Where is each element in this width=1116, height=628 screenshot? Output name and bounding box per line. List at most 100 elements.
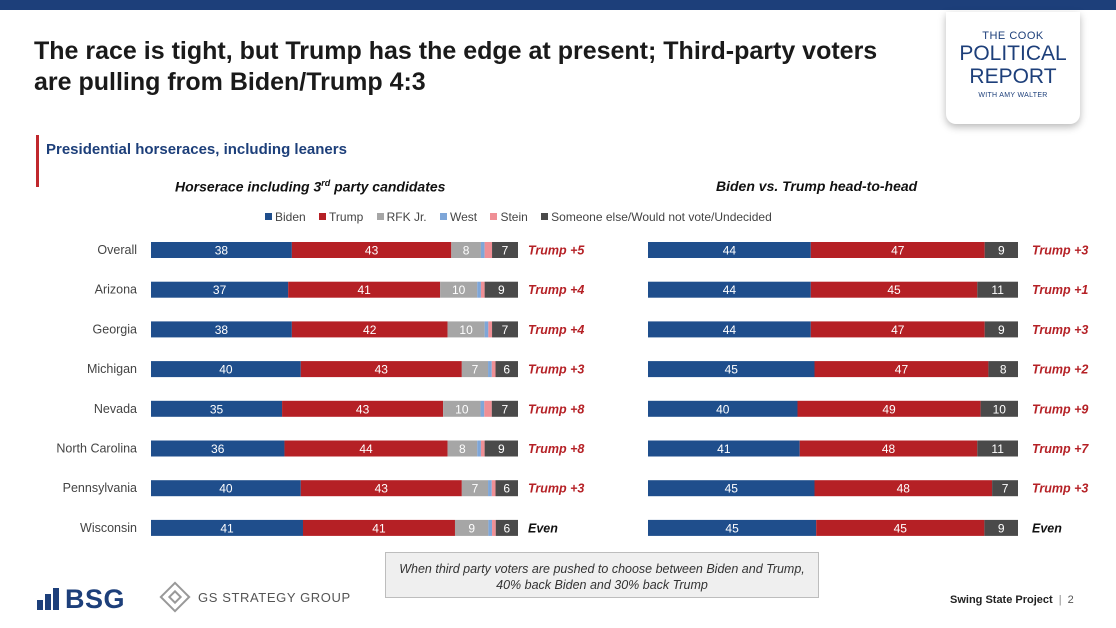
bar-segment [491, 400, 518, 417]
bar-segment [648, 281, 811, 298]
legend-swatch [319, 213, 327, 220]
bar-segment [810, 281, 978, 298]
bar-segment [151, 242, 292, 258]
section-subtitle: Presidential horseraces, including leane… [46, 141, 347, 158]
data-label: 41 [220, 521, 234, 535]
bar-segment [648, 519, 817, 536]
right-panel-title: Biden vs. Trump head-to-head [716, 178, 918, 194]
bar-segment [447, 321, 485, 338]
data-label: 10 [452, 283, 466, 297]
bar-segment [495, 519, 518, 536]
data-label: 9 [498, 442, 505, 456]
left-panel-title: Horserace including 3rd party candidates [175, 178, 445, 195]
data-label: 44 [723, 244, 737, 258]
data-label: 41 [357, 283, 371, 297]
bar-segment [488, 321, 493, 338]
data-label: 49 [882, 402, 896, 416]
bar-segment [443, 400, 481, 417]
bar-segment [816, 519, 985, 536]
data-label: 48 [882, 442, 896, 456]
legend-label: Stein [500, 210, 528, 224]
legend-swatch [376, 213, 384, 220]
legend-swatch [265, 213, 272, 220]
margin-label: Trump +8 [528, 442, 584, 456]
bar-segment [284, 440, 448, 457]
data-label: 47 [891, 244, 905, 258]
data-label: 43 [356, 402, 370, 416]
bar-segment [648, 361, 815, 378]
bar-segment [992, 480, 1018, 497]
legend-label: West [449, 210, 478, 224]
data-label: 9 [998, 521, 1005, 535]
chart-legend: Biden Trump RFK Jr. West Stein Someone e… [265, 210, 782, 224]
bar-segment [454, 519, 489, 536]
data-label: 47 [891, 323, 905, 337]
bar-segment [477, 281, 481, 298]
data-label: 37 [213, 283, 227, 297]
bar-segment [480, 242, 485, 258]
page-number: 2 [1067, 594, 1074, 606]
data-label: 6 [504, 521, 511, 535]
category-label: Pennsylvania [63, 481, 137, 495]
left-panel-title-sup: rd [321, 178, 331, 188]
data-label: 9 [998, 323, 1005, 337]
data-label: 40 [219, 482, 233, 496]
bar-segment [495, 480, 518, 497]
bar-segment [480, 440, 485, 457]
bar-segment [648, 321, 811, 338]
data-label: 40 [716, 402, 730, 416]
margin-label: Trump +5 [528, 244, 585, 258]
footer-project: Swing State Project [950, 594, 1053, 606]
bar-segment [984, 321, 1018, 338]
data-label: 42 [363, 323, 377, 337]
data-label: 45 [725, 521, 739, 535]
gs-diamond-icon [159, 581, 191, 613]
bar-segment [797, 400, 981, 417]
legend-item-trump: Trump [319, 210, 363, 224]
bar-segment [488, 480, 492, 497]
data-label: 10 [459, 323, 473, 337]
margin-label: Trump +3 [1032, 323, 1088, 337]
bar-segment [451, 242, 481, 258]
bar-segment [491, 480, 496, 497]
bar-segment [151, 440, 285, 457]
data-label: 7 [502, 244, 509, 258]
data-label: 7 [472, 482, 479, 496]
bar-segment [495, 361, 518, 378]
logo-line-4: WITH AMY WALTER [978, 92, 1048, 99]
data-label: 43 [375, 363, 389, 377]
bar-segment [492, 321, 518, 338]
bar-segment [484, 242, 493, 258]
category-label: North Carolina [56, 442, 137, 456]
data-label: 47 [895, 363, 909, 377]
margin-label: Trump +8 [528, 402, 584, 416]
margin-label: Even [528, 521, 558, 535]
margin-label: Trump +9 [1032, 402, 1088, 416]
legend-label: Trump [329, 210, 364, 224]
category-label: Michigan [87, 362, 137, 376]
bar-segment [151, 480, 301, 497]
margin-label: Trump +3 [1032, 482, 1088, 496]
gs-wordmark: GS STRATEGY GROUP [198, 589, 351, 605]
bar-segment [810, 242, 985, 258]
legend-item-stein: Stein [490, 210, 528, 224]
bar-segment [648, 480, 815, 497]
margin-label: Trump +2 [1032, 363, 1088, 377]
category-label: Overall [97, 243, 137, 257]
category-label: Nevada [94, 402, 137, 416]
data-label: 43 [375, 482, 389, 496]
legend-label: Someone else/Would not vote/Undecided [551, 210, 772, 224]
bar-segment [648, 242, 811, 258]
data-label: 38 [215, 244, 229, 258]
bar-segment [492, 519, 496, 536]
bar-segment [461, 480, 489, 497]
legend-swatch [439, 213, 447, 220]
bar-segment [484, 321, 489, 338]
data-label: 11 [991, 283, 1004, 297]
data-label: 10 [455, 402, 469, 416]
legend-item-other: Someone else/Would not vote/Undecided [541, 210, 772, 224]
bsg-wordmark: BSG [65, 583, 126, 614]
data-label: 48 [897, 482, 911, 496]
bar-segment [477, 440, 481, 457]
bar-segment [151, 281, 289, 298]
